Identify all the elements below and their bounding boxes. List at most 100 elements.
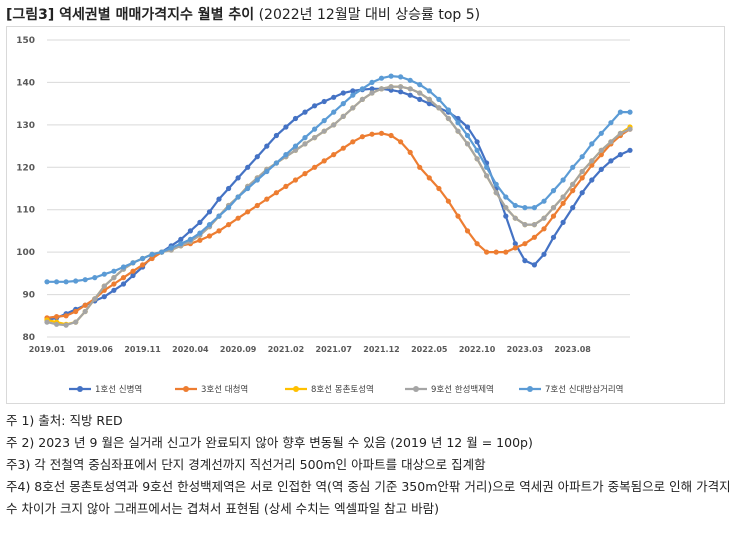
data-point bbox=[292, 147, 299, 153]
y-tick-label: 130 bbox=[16, 121, 35, 131]
data-point bbox=[187, 236, 193, 242]
data-point bbox=[340, 145, 346, 151]
data-point bbox=[464, 124, 471, 130]
data-point bbox=[302, 109, 308, 115]
data-point bbox=[283, 124, 289, 130]
data-point bbox=[168, 245, 174, 251]
data-point bbox=[130, 272, 136, 279]
data-point bbox=[627, 147, 633, 153]
data-point bbox=[178, 241, 184, 247]
data-point bbox=[340, 101, 346, 107]
data-point bbox=[54, 321, 60, 327]
legend-entry: 9호선 한성백제역 bbox=[431, 384, 494, 395]
data-point bbox=[560, 219, 566, 225]
x-tick-label: 2019.06 bbox=[77, 345, 114, 354]
data-point bbox=[82, 277, 88, 283]
data-point bbox=[63, 322, 69, 328]
data-point bbox=[82, 302, 88, 308]
data-point bbox=[464, 141, 471, 147]
data-point bbox=[579, 154, 585, 160]
data-point bbox=[436, 96, 442, 102]
data-point bbox=[550, 213, 557, 219]
data-point bbox=[617, 130, 624, 136]
data-point bbox=[350, 88, 356, 94]
data-point bbox=[302, 135, 308, 141]
data-point bbox=[359, 96, 365, 102]
legend-entry: 3호선 대청역 bbox=[201, 384, 248, 395]
data-point bbox=[254, 177, 260, 183]
data-point bbox=[417, 82, 423, 88]
data-point bbox=[541, 198, 547, 204]
data-point bbox=[359, 134, 365, 140]
data-point bbox=[149, 255, 155, 262]
data-point bbox=[312, 126, 318, 132]
data-point bbox=[92, 296, 98, 302]
data-point bbox=[331, 152, 337, 158]
data-point bbox=[101, 271, 107, 277]
data-point bbox=[570, 181, 576, 187]
legend-marker bbox=[77, 386, 83, 392]
data-point bbox=[541, 215, 547, 221]
data-point bbox=[264, 196, 270, 202]
data-point bbox=[598, 147, 604, 153]
data-point bbox=[63, 279, 69, 285]
data-point bbox=[598, 166, 604, 172]
data-point bbox=[398, 84, 404, 90]
data-point bbox=[359, 86, 365, 92]
data-point bbox=[417, 96, 423, 102]
data-point bbox=[149, 251, 155, 257]
data-point bbox=[445, 198, 451, 204]
data-point bbox=[254, 202, 260, 209]
data-point bbox=[283, 152, 289, 158]
data-point bbox=[54, 314, 60, 320]
x-tick-label: 2019.01 bbox=[29, 345, 66, 354]
data-point bbox=[550, 205, 557, 211]
series-line-2 bbox=[46, 128, 631, 319]
data-point bbox=[493, 190, 499, 196]
data-point bbox=[436, 105, 442, 111]
data-point bbox=[197, 237, 203, 243]
data-point bbox=[426, 101, 432, 107]
data-point bbox=[111, 281, 117, 287]
data-point bbox=[579, 190, 585, 196]
data-point bbox=[73, 319, 79, 325]
data-point bbox=[120, 275, 127, 281]
data-point bbox=[608, 120, 614, 126]
data-point bbox=[292, 143, 299, 149]
data-point bbox=[321, 128, 327, 134]
legend-entry: 7호선 신대방삼거리역 bbox=[545, 384, 624, 395]
data-point bbox=[73, 278, 79, 284]
x-tick-label: 2023.08 bbox=[554, 345, 591, 354]
data-point bbox=[398, 74, 404, 80]
data-point bbox=[512, 215, 518, 221]
series-line-1 bbox=[46, 87, 631, 322]
data-point bbox=[484, 249, 490, 255]
data-point bbox=[206, 222, 213, 228]
data-point bbox=[340, 113, 346, 119]
data-point bbox=[245, 164, 251, 170]
data-point bbox=[350, 92, 356, 98]
footnote-overlap: 주4) 8호선 몽촌토성역과 9호선 한성백제역은 서로 인접한 역(역 중심 … bbox=[6, 479, 731, 516]
data-point bbox=[560, 194, 566, 200]
data-point bbox=[140, 262, 146, 268]
data-point bbox=[407, 77, 413, 83]
data-point bbox=[111, 268, 117, 274]
data-point bbox=[598, 130, 604, 136]
data-point bbox=[445, 115, 451, 122]
legend-entry: 1호선 신병역 bbox=[95, 384, 142, 395]
legend-marker bbox=[183, 386, 189, 392]
data-point bbox=[503, 205, 509, 211]
data-point bbox=[350, 139, 356, 145]
data-point bbox=[73, 308, 79, 315]
series-line-4 bbox=[46, 85, 631, 327]
data-point bbox=[417, 90, 423, 96]
data-point bbox=[570, 188, 576, 194]
data-point bbox=[589, 158, 595, 164]
data-point bbox=[570, 164, 576, 170]
data-point bbox=[178, 236, 184, 242]
data-point bbox=[92, 275, 98, 281]
data-point bbox=[283, 183, 289, 189]
data-point bbox=[321, 158, 327, 164]
x-tick-label: 2021.07 bbox=[316, 345, 352, 354]
data-point bbox=[531, 205, 538, 211]
